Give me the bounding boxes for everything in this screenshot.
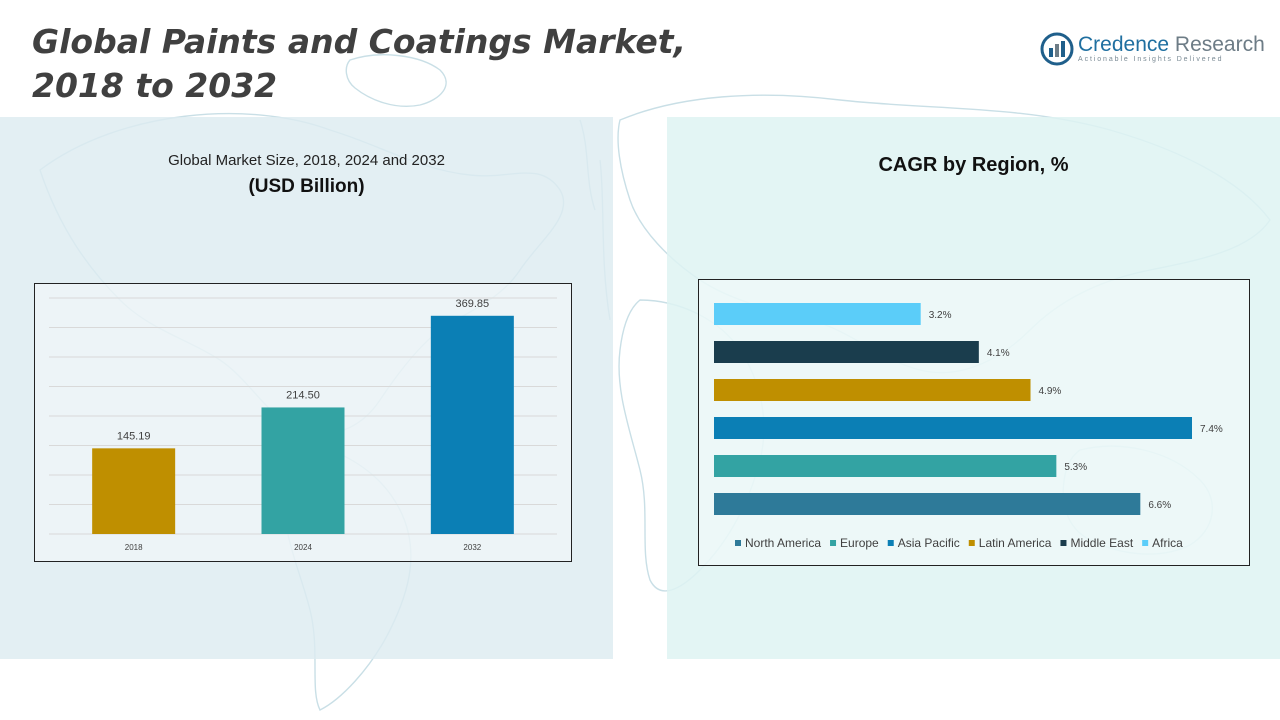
market-size-subtitle: Global Market Size, 2018, 2024 and 2032 [168,152,445,169]
legend-label-asia-pacific: Asia Pacific [898,536,960,550]
x-tick-label-2018: 2018 [125,543,143,552]
legend-label-africa: Africa [1152,536,1183,550]
legend-swatch-europe [830,540,837,546]
bar-value-label-2024: 214.50 [286,389,320,401]
market-size-unit: (USD Billion) [248,176,365,197]
legend-swatch-north-america [735,540,741,546]
legend-label-middle-east: Middle East [1070,536,1133,550]
logo-tagline: Actionable Insights Delivered [1078,56,1224,63]
cagr-bar-latin-america [714,379,1031,401]
cagr-chart-frame: 3.2% 4.1% 4.9% 7.4% 5.3% 6.6% North America Eur… [698,279,1250,566]
cagr-legend: North America Europe Asia Pacific Latin Ame… [735,536,1183,550]
logo-name: Credence Research [1078,33,1265,57]
cagr-bar-europe [714,455,1057,477]
legend-swatch-middle-east [1060,540,1067,546]
bar-2018 [92,448,176,534]
cagr-value-label-latin-america: 4.9% [1039,386,1062,397]
cagr-bar-north-america [714,493,1141,515]
cagr-value-label-asia-pacific: 7.4% [1200,424,1223,435]
legend-swatch-latin-america [968,540,975,546]
legend-label-europe: Europe [840,536,879,550]
bar-2024 [261,407,345,534]
x-tick-label-2032: 2032 [463,543,481,552]
x-tick-label-2024: 2024 [294,543,312,552]
legend-label-north-america: North America [745,536,821,550]
title-line-1: Global Paints and Coatings Market, [32,22,687,61]
market-size-bar-chart: 145.19 2018 214.50 2024 369.85 2032 [49,297,557,552]
legend-label-latin-america: Latin America [979,536,1052,550]
cagr-bar-asia-pacific [714,417,1192,439]
logo-name-part1: Credence [1078,33,1170,56]
bar-value-label-2032: 369.85 [456,298,490,310]
cagr-value-label-europe: 5.3% [1064,462,1087,473]
page-title: Global Paints and Coatings Market, 2018 … [32,20,686,108]
credence-logo-icon [1040,32,1074,66]
credence-research-logo: Credence Research Actionable Insights De… [1040,32,1265,68]
legend-swatch-africa [1142,540,1149,546]
cagr-value-label-middle-east: 4.1% [987,348,1010,359]
cagr-bar-middle-east [714,341,979,363]
logo-name-part2: Research [1174,33,1265,56]
bar-2032 [430,315,514,534]
cagr-bar-africa [714,303,921,325]
market-size-chart-frame: 145.19 2018 214.50 2024 369.85 2032 [34,283,572,562]
bar-value-label-2018: 145.19 [117,430,151,442]
legend-swatch-asia-pacific [887,540,894,546]
cagr-value-label-africa: 3.2% [929,310,952,321]
cagr-value-label-north-america: 6.6% [1148,500,1171,511]
cagr-horizontal-bar-chart: 3.2% 4.1% 4.9% 7.4% 5.3% 6.6% North America Eur… [714,303,1223,550]
title-line-2: 2018 to 2032 [32,66,278,105]
cagr-title: CAGR by Region, % [878,154,1069,176]
